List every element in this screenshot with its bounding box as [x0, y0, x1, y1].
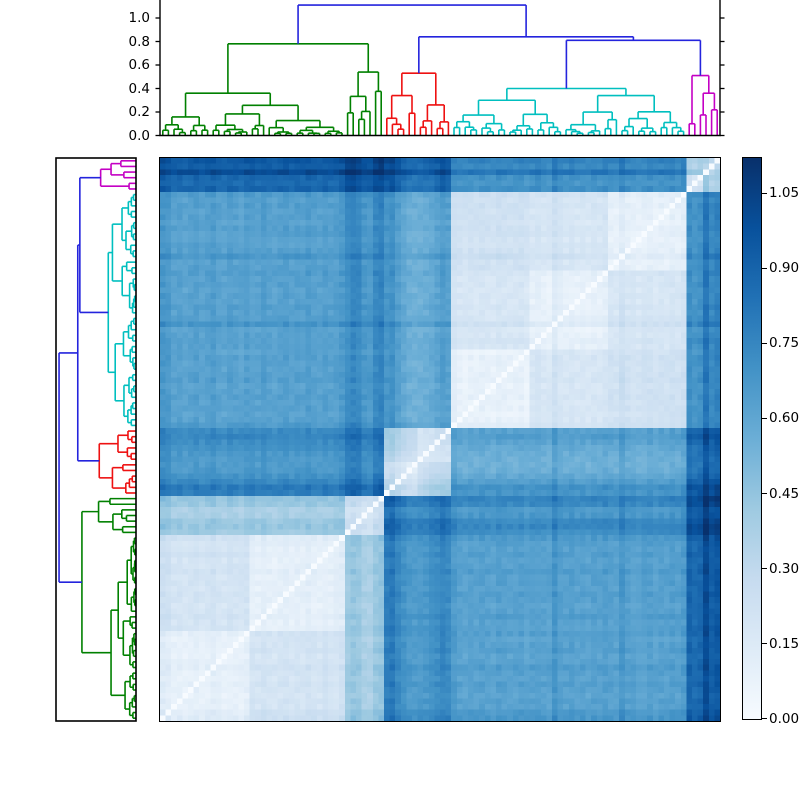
distance-matrix-heatmap — [160, 158, 720, 721]
colorbar-tick-mark — [762, 342, 767, 345]
colorbar-tick-mark — [762, 417, 767, 420]
colorbar-tick-mark — [762, 192, 767, 195]
top-dendrogram — [155, 0, 725, 137]
colorbar-gradient — [743, 158, 761, 719]
colorbar-tick-mark — [762, 718, 767, 720]
top-axis-tick-label: 0.2 — [128, 104, 150, 120]
colorbar-tick-label: 1.05 — [769, 185, 800, 202]
colorbar-tick-label: 0.45 — [769, 485, 800, 502]
colorbar-tick-label: 0.00 — [769, 710, 800, 727]
colorbar-tick-label: 0.15 — [769, 635, 800, 652]
colorbar — [742, 157, 762, 720]
colorbar-tick-mark — [762, 267, 767, 270]
colorbar-tick-mark — [762, 492, 767, 495]
colorbar-tick-label: 0.30 — [769, 560, 800, 577]
top-axis-tick-label: 0.6 — [128, 57, 150, 73]
colorbar-tick-label: 0.60 — [769, 410, 800, 427]
colorbar-tick-mark — [762, 567, 767, 570]
colorbar-tick-label: 0.75 — [769, 335, 800, 352]
top-axis-tick-label: 1.0 — [128, 10, 150, 26]
top-axis-tick-label: 0.0 — [128, 127, 150, 144]
distance-matrix-panel — [159, 157, 721, 722]
left-dendrogram — [55, 157, 137, 722]
top-axis-tick-label: 0.8 — [128, 33, 150, 50]
colorbar-tick-label: 0.90 — [769, 260, 800, 277]
colorbar-tick-mark — [762, 643, 767, 645]
top-axis-tick-label: 0.4 — [128, 80, 150, 97]
